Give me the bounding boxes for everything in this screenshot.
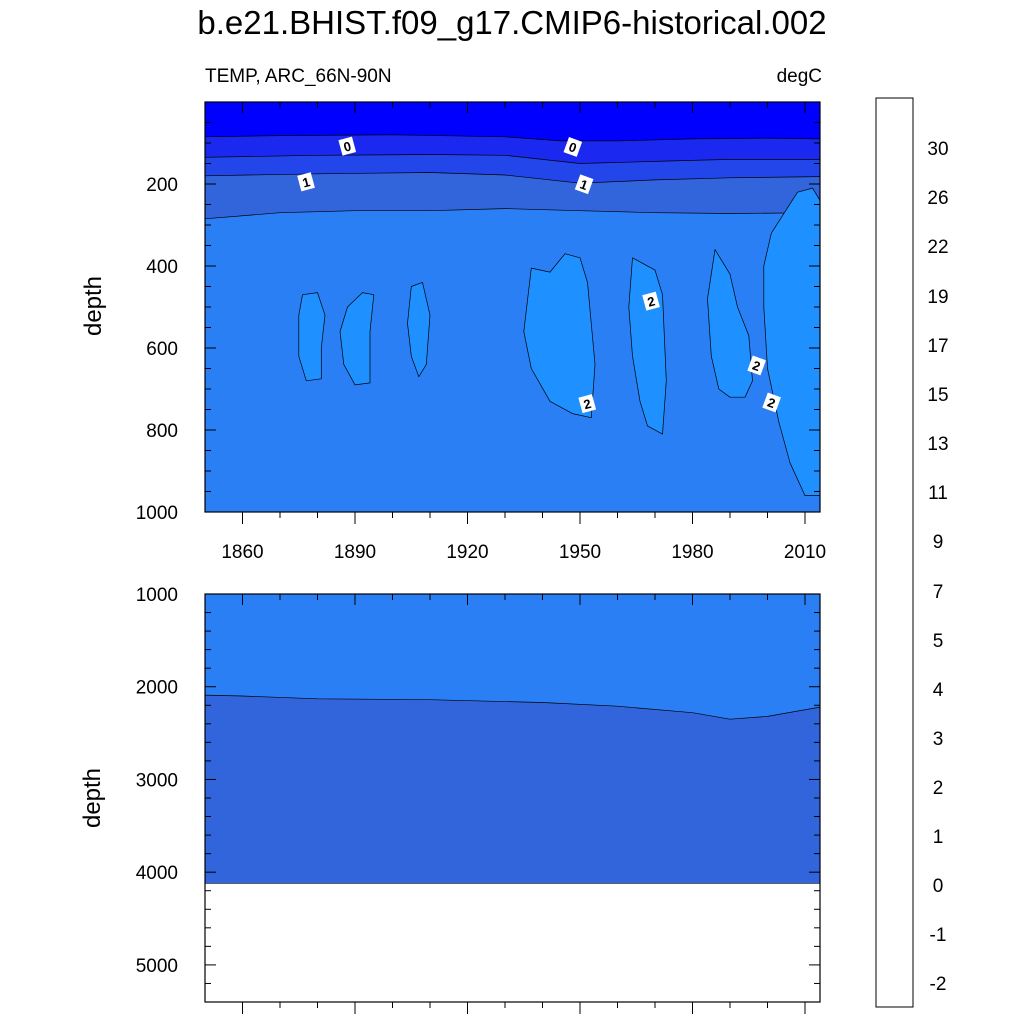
lower-ytick-label: 1000 [136,585,178,606]
contour-label-0: 0 [338,136,357,156]
upper-xtick-label: 1950 [559,542,601,563]
upper-plot-area: 0 0 1 1 2 2 2 2 [205,102,820,512]
upper-ytick-label: 200 [146,175,178,196]
colorbar-frame [875,97,914,1008]
colorbar-label: 19 [927,287,948,308]
colorbar-label: 26 [927,188,948,209]
upper-ytick-label: 800 [146,421,178,442]
upper-xtick-label: 2010 [784,542,826,563]
lower-ytick-label: 5000 [136,956,178,977]
upper-xtick-label: 1860 [221,542,263,563]
upper-warm-core-1 [339,292,375,386]
contour-label-text: 2 [582,396,593,412]
contour-label-box [297,172,315,192]
colorbar-label: 13 [927,434,948,455]
upper-ytick-label: 400 [146,257,178,278]
upper-contour-line-1 [205,154,820,164]
colorbar-label: 4 [933,680,944,701]
upper-panel-y-axis-title: depth [80,276,107,336]
upper-warm-core-2 [407,282,431,378]
contour-label-text: 0 [342,138,353,154]
contour-label-box [563,137,583,157]
contour-label-box [574,174,594,195]
contour-label-6: 2 [578,394,597,414]
lower-ytick-label: 4000 [136,863,178,884]
colorbar-label: 30 [927,139,948,160]
colorbar-label: 11 [928,483,948,504]
contour-label-7: 2 [762,392,781,413]
colorbar-label: 0 [933,876,944,897]
upper-ytick-label: 600 [146,339,178,360]
upper-panel: 0 0 1 1 2 2 2 2 200 400 600 800 1000 1860 1890 1920 1950… [136,101,826,563]
contour-label-3: 1 [574,174,594,195]
upper-xtick-label: 1920 [446,542,488,563]
colorbar-label: 17 [927,336,948,357]
lower-ytick-label: 2000 [136,678,178,699]
contour-label-2: 1 [297,172,315,192]
upper-warm-core-3 [523,253,596,419]
contour-label-text: 1 [301,174,312,190]
contour-label-box [747,355,766,376]
upper-panel-left-label: TEMP, ARC_66N-90N [205,66,392,87]
colorbar: -2 -1 0 1 2 3 4 5 7 9 11 13 15 17 19 22 26 30 [875,97,949,1008]
contour-label-1: 0 [563,137,583,157]
colorbar-label: 22 [927,237,948,258]
lower-plot-area [205,594,820,1002]
upper-warm-core-0 [298,292,326,382]
colorbar-label: 3 [933,729,944,750]
lower-panel: 1000 2000 3000 4000 5000 [136,585,821,1014]
lower-panel-y-axis-title: depth [79,768,106,828]
upper-xtick-label: 1980 [671,542,713,563]
colorbar-label: 9 [933,532,944,553]
contour-label-text: 0 [567,139,579,156]
upper-xtick-label: 1890 [334,542,376,563]
contour-label-box [642,291,660,311]
plot-panels: 0 0 1 1 2 2 2 2 200 400 600 800 1000 1860 1890 1920 1950… [136,101,826,1014]
lower-seafloor [205,883,820,1002]
colorbar-label: 7 [933,582,944,603]
upper-ytick-label: 1000 [136,503,178,524]
contour-label-text: 2 [751,358,763,375]
contour-label-box [338,136,357,156]
contour-label-text: 1 [578,176,590,193]
chart-title: b.e21.BHIST.f09_g17.CMIP6-historical.002 [197,4,826,41]
upper-layer-0 [205,102,820,141]
colorbar-label: 15 [927,385,948,406]
contour-label-box [578,394,597,414]
upper-panel-units-label: degC [777,66,822,87]
colorbar-label: 2 [933,778,944,799]
lower-layer-0 [205,594,820,720]
contour-label-box [762,392,781,413]
colorbar-label: -2 [930,974,947,995]
upper-warm-core-6 [763,187,820,496]
upper-contour-line-3 [205,208,820,220]
contour-label-text: 2 [766,395,778,412]
lower-ytick-label: 3000 [136,770,178,791]
upper-contour-line-2 [205,172,820,184]
colorbar-label: 5 [933,631,944,652]
contour-label-5: 2 [747,355,766,376]
lower-contour-line-0 [205,694,820,720]
upper-contour-line-0 [205,134,820,142]
contour-label-text: 2 [646,293,657,309]
colorbar-label: -1 [930,925,947,946]
contour-label-4: 2 [642,291,660,311]
upper-warm-core-5 [707,249,753,398]
colorbar-label: 1 [933,827,944,848]
